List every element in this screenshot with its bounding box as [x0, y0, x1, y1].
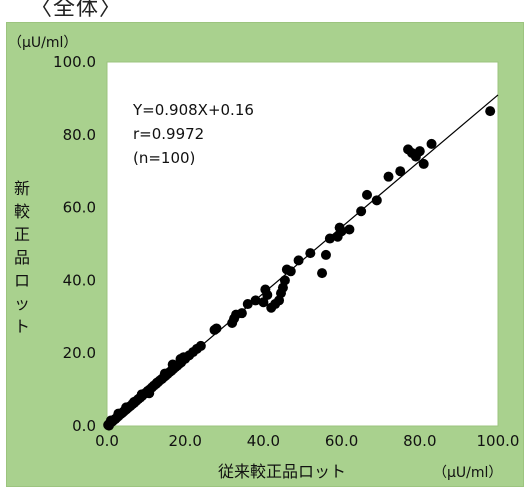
data-point	[414, 146, 425, 157]
x-tick-label: 100.0	[477, 432, 520, 450]
data-point	[159, 368, 170, 379]
data-point	[242, 299, 253, 310]
data-point	[144, 388, 155, 399]
x-tick-label: 20.0	[168, 432, 201, 450]
y-tick-label: 100.0	[53, 53, 96, 71]
data-point	[383, 171, 394, 182]
data-point	[250, 295, 261, 306]
data-point	[128, 396, 139, 407]
correlation-coefficient: r=0.9972	[133, 125, 204, 143]
x-tick-label: 0.0	[95, 432, 119, 450]
data-point	[305, 248, 316, 259]
data-point	[136, 389, 147, 400]
x-tick-label: 60.0	[325, 432, 358, 450]
data-point	[418, 158, 429, 169]
data-point	[152, 377, 163, 388]
data-point	[320, 249, 331, 260]
y-tick-label: 20.0	[63, 344, 96, 362]
y-tick-label: 60.0	[63, 199, 96, 217]
x-axis-title: 従来較正品ロット	[218, 462, 346, 481]
y-tick-label: 80.0	[63, 126, 96, 144]
sample-count: (n=100)	[133, 149, 195, 167]
data-point	[285, 266, 296, 277]
data-point	[178, 352, 189, 363]
partial-header-label: 〈全体〉	[30, 0, 123, 21]
data-point	[324, 233, 335, 244]
data-point	[279, 275, 290, 286]
data-point	[395, 166, 406, 177]
y-unit-label: （μU/ml）	[8, 35, 77, 51]
data-point	[356, 206, 367, 217]
y-tick-label: 0.0	[72, 417, 96, 435]
x-unit-label: （μU/ml）	[433, 465, 502, 481]
data-point	[167, 359, 178, 370]
data-point	[293, 255, 304, 266]
data-point	[317, 268, 328, 279]
data-point	[334, 222, 345, 233]
data-point	[262, 289, 273, 300]
x-tick-label: 40.0	[247, 432, 280, 450]
x-tick-label: 80.0	[403, 432, 436, 450]
y-tick-label: 40.0	[63, 271, 96, 289]
data-point	[426, 138, 437, 149]
data-point	[362, 189, 373, 200]
y-axis-title: 新較正品ロット	[14, 179, 30, 336]
data-point	[485, 106, 496, 117]
data-point	[195, 340, 206, 351]
data-point	[113, 408, 124, 419]
data-point	[103, 420, 114, 431]
data-point	[344, 224, 355, 235]
data-point	[121, 402, 132, 413]
data-point	[371, 195, 382, 206]
data-point	[236, 308, 247, 319]
regression-equation: Y=0.908X+0.16	[132, 101, 254, 119]
data-point	[211, 323, 222, 334]
